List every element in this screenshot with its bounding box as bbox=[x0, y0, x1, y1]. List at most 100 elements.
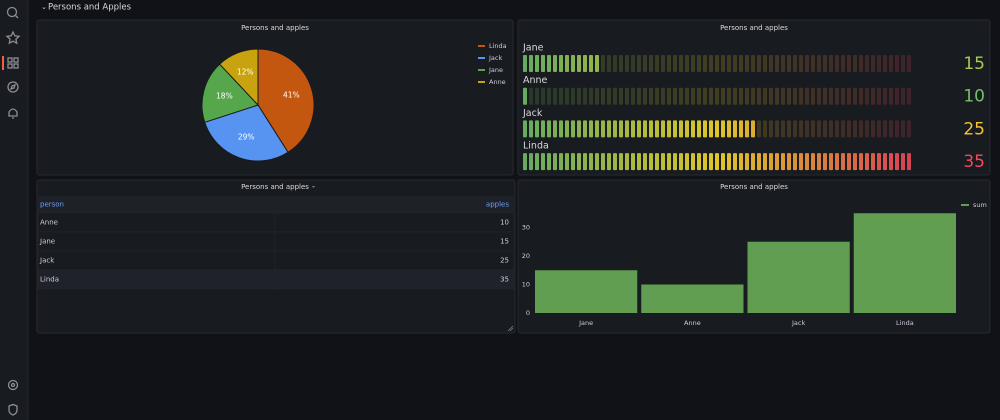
gauge-bar bbox=[523, 153, 911, 171]
legend-label[interactable]: sum bbox=[973, 201, 987, 209]
explore-icon[interactable] bbox=[7, 81, 19, 93]
gauge-cell bbox=[607, 153, 611, 171]
dashboards-icon[interactable] bbox=[7, 57, 19, 69]
gauge-cell bbox=[577, 55, 581, 72]
panel-title[interactable]: Persons and apples bbox=[241, 183, 309, 191]
gauge-cell-empty bbox=[751, 87, 755, 105]
gauge-cell-empty bbox=[703, 87, 707, 105]
admin-icon[interactable] bbox=[8, 403, 18, 416]
table-row bbox=[37, 231, 515, 252]
gauge-cell-empty bbox=[769, 55, 773, 72]
alerting-icon[interactable] bbox=[8, 108, 18, 119]
gauge-cell-empty bbox=[697, 87, 701, 105]
gauge-cell bbox=[547, 153, 551, 171]
gauge-cell bbox=[883, 153, 887, 171]
gauge-cell-empty bbox=[697, 55, 701, 72]
gauge-cell-empty bbox=[589, 87, 593, 105]
gauge-cell bbox=[745, 153, 749, 171]
gauge-cell-empty bbox=[883, 120, 887, 138]
gauge-cell-empty bbox=[529, 87, 533, 105]
legend-label[interactable]: Linda bbox=[489, 42, 507, 50]
gauge-cell-empty bbox=[691, 87, 695, 105]
gauge-cell bbox=[721, 153, 725, 171]
row-chevron[interactable]: ⌄ bbox=[41, 3, 47, 11]
x-tick-label: Linda bbox=[896, 319, 914, 327]
starred-icon[interactable] bbox=[5, 30, 21, 45]
gauge-cell bbox=[829, 153, 833, 171]
gauge-cell-empty bbox=[553, 87, 557, 105]
gauge-cell-empty bbox=[835, 120, 839, 138]
gauge-cell bbox=[793, 153, 797, 171]
gauge-cell-empty bbox=[637, 55, 641, 72]
gauge-cell bbox=[859, 153, 863, 171]
row-title[interactable]: Persons and Apples bbox=[48, 3, 132, 13]
legend-label[interactable]: Anne bbox=[489, 78, 506, 86]
gauge-cell-empty bbox=[613, 55, 617, 72]
panel bbox=[517, 19, 991, 176]
resize-handle[interactable] bbox=[507, 325, 514, 332]
gauge-cell-empty bbox=[661, 87, 665, 105]
y-tick-label: 0 bbox=[526, 309, 530, 317]
gauge-cell bbox=[853, 153, 857, 171]
gauge-cell bbox=[619, 153, 623, 171]
gauge-cell bbox=[697, 153, 701, 171]
gauge-cell-empty bbox=[877, 55, 881, 72]
gauge-cell-empty bbox=[655, 87, 659, 105]
gauge-cell-empty bbox=[883, 55, 887, 72]
gauge-cell bbox=[823, 153, 827, 171]
gauge-cell bbox=[787, 153, 791, 171]
gauge-cell-empty bbox=[865, 120, 869, 138]
gauge-cell bbox=[553, 153, 557, 171]
legend-label[interactable]: Jane bbox=[488, 66, 503, 74]
gauge-cell-empty bbox=[601, 55, 605, 72]
gauge-cell bbox=[565, 55, 569, 72]
gauge-cell-empty bbox=[835, 87, 839, 105]
gauge-label: Jack bbox=[522, 108, 543, 119]
gauge-cell-empty bbox=[625, 55, 629, 72]
gauge-cell bbox=[685, 120, 689, 138]
gauge-cell-empty bbox=[835, 55, 839, 72]
legend-label[interactable]: Jack bbox=[488, 54, 502, 62]
settings-icon[interactable] bbox=[7, 379, 19, 391]
table-cell: Linda bbox=[40, 276, 59, 284]
gauge-cell-empty bbox=[895, 87, 899, 105]
gauge-cell bbox=[631, 153, 635, 171]
gauge-cell bbox=[577, 120, 581, 138]
panel-title: Persons and apples bbox=[241, 24, 309, 32]
gauge-cell-empty bbox=[727, 87, 731, 105]
gauge-cell bbox=[637, 120, 641, 138]
gauge-cell-empty bbox=[883, 87, 887, 105]
gauge-cell bbox=[865, 153, 869, 171]
gauge-bar bbox=[523, 55, 599, 72]
panel-menu-chevron[interactable]: ⌄ bbox=[311, 183, 316, 190]
gauge-cell bbox=[655, 120, 659, 138]
gauge-cell-empty bbox=[823, 55, 827, 72]
gauge-cell bbox=[811, 153, 815, 171]
gauge-cell bbox=[733, 153, 737, 171]
column-header[interactable]: apples bbox=[486, 201, 509, 209]
gauge-cell bbox=[667, 120, 671, 138]
gauge-cell bbox=[541, 153, 545, 171]
gauge-cell-empty bbox=[733, 55, 737, 72]
gauge-cell-empty bbox=[823, 87, 827, 105]
gauge-cell-empty bbox=[763, 120, 767, 138]
column-header[interactable]: person bbox=[40, 201, 64, 209]
bar bbox=[853, 213, 956, 313]
search-icon[interactable] bbox=[6, 6, 19, 19]
gauge-cell-empty bbox=[775, 55, 779, 72]
gauge-cell-empty bbox=[889, 55, 893, 72]
gauge-cell bbox=[667, 153, 671, 171]
gauge-cell-empty bbox=[781, 55, 785, 72]
gauge-cell-empty bbox=[901, 120, 905, 138]
table-row bbox=[37, 269, 515, 290]
gauge-cell-empty bbox=[811, 87, 815, 105]
gauge-cell bbox=[571, 120, 575, 138]
gauge-cell-empty bbox=[841, 87, 845, 105]
table-cell: 10 bbox=[500, 219, 509, 227]
gauge-cell bbox=[691, 120, 695, 138]
gauge-cell-empty bbox=[667, 87, 671, 105]
gauge-cell bbox=[613, 120, 617, 138]
gauge-cell-empty bbox=[889, 87, 893, 105]
table-cell: 15 bbox=[500, 238, 509, 246]
